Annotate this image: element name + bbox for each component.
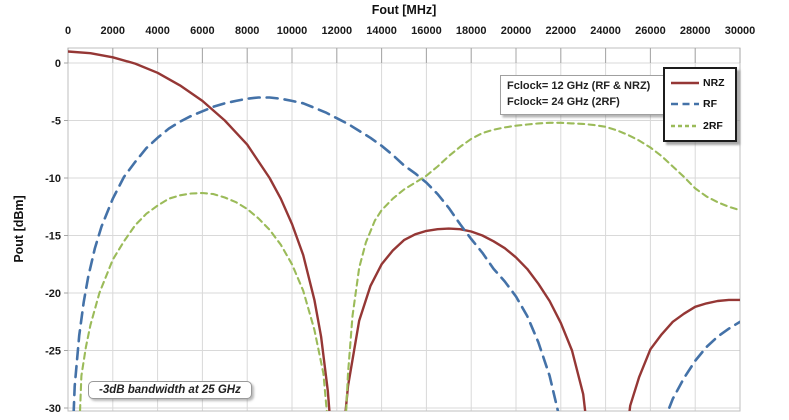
x-tick-label: 10000 <box>277 25 308 37</box>
y-tick-label: -10 <box>45 173 61 185</box>
legend-label-nrz: NRZ <box>703 76 725 89</box>
x-axis-title: Fout [MHz] <box>371 3 437 17</box>
legend-label-rf: RF <box>703 98 717 111</box>
series-line-2rf <box>345 121 740 411</box>
x-tick-label: 28000 <box>680 25 711 37</box>
legend-row-rf: RF <box>670 98 730 110</box>
x-tick-label: 22000 <box>546 25 577 37</box>
y-tick-label: 0 <box>55 58 61 70</box>
x-tick-label: 26000 <box>635 25 666 37</box>
series-line-nrz <box>68 50 331 411</box>
y-tick-label: -5 <box>51 116 61 128</box>
legend-row-nrz: NRZ <box>670 77 730 89</box>
x-tick-label: 30000 <box>725 25 756 37</box>
x-tick-label: 6000 <box>190 25 214 37</box>
y-tick-label: -30 <box>45 403 61 415</box>
x-tick-label: 24000 <box>590 25 621 37</box>
fclock-annotation-box: Fclock= 12 GHz (RF & NRZ) Fclock= 24 GHz… <box>500 75 666 115</box>
legend-label-2rf: 2RF <box>703 120 723 133</box>
x-tick-label: 2000 <box>101 25 125 37</box>
bandwidth-note: -3dB bandwidth at 25 GHz <box>88 381 252 399</box>
x-tick-label: 20000 <box>501 25 532 37</box>
fclock-line-2: Fclock= 24 GHz (2RF) <box>507 95 620 108</box>
series-line-rf <box>72 96 560 411</box>
plot-border <box>67 47 741 412</box>
x-tick-label: 18000 <box>456 25 487 37</box>
y-tick-label: -25 <box>45 346 61 358</box>
series-line-nrz <box>628 298 740 411</box>
y-tick-label: -20 <box>45 288 61 300</box>
y-axis-title: Pout [dBm] <box>12 195 26 263</box>
x-tick-label: 4000 <box>145 25 169 37</box>
series-line-rf <box>666 320 740 411</box>
rf-line-swatch-icon <box>671 103 699 106</box>
legend: NRZ RF 2RF <box>663 67 737 142</box>
legend-row-2rf: 2RF <box>670 120 730 132</box>
series-line-nrz <box>344 227 587 411</box>
2rf-line-swatch-icon <box>671 124 699 128</box>
x-tick-label: 14000 <box>366 25 397 37</box>
y-tick-label: -15 <box>45 231 61 243</box>
fclock-line-1: Fclock= 12 GHz (RF & NRZ) <box>507 80 651 92</box>
nrz-line-swatch-icon <box>671 81 699 85</box>
x-tick-label: 16000 <box>411 25 442 37</box>
series-line-2rf <box>78 191 328 411</box>
x-tick-label: 12000 <box>322 25 353 37</box>
x-tick-label: 0 <box>65 25 71 37</box>
x-tick-label: 8000 <box>235 25 259 37</box>
